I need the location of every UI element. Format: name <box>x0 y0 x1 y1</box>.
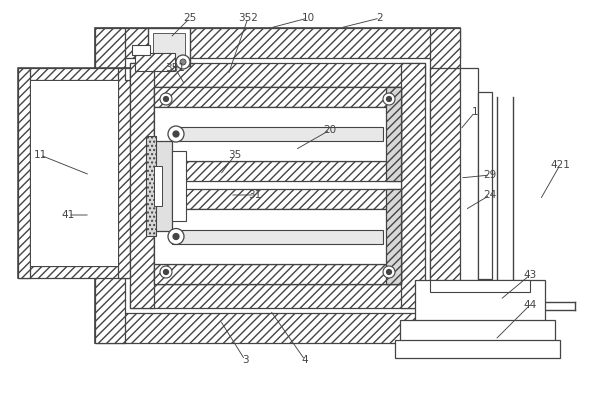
Polygon shape <box>154 161 401 181</box>
Text: 43: 43 <box>523 270 536 280</box>
Circle shape <box>386 269 391 275</box>
Circle shape <box>168 228 184 245</box>
Bar <box>148 28 190 66</box>
Polygon shape <box>18 68 130 80</box>
Polygon shape <box>401 63 425 308</box>
Polygon shape <box>18 266 130 278</box>
Polygon shape <box>154 87 401 107</box>
Bar <box>478 92 492 279</box>
Polygon shape <box>95 28 125 343</box>
Text: 44: 44 <box>523 300 536 310</box>
Circle shape <box>383 266 395 278</box>
Circle shape <box>173 234 179 239</box>
Circle shape <box>386 96 391 102</box>
Text: 1: 1 <box>472 107 479 117</box>
Bar <box>172 230 383 243</box>
Circle shape <box>168 126 184 142</box>
Bar <box>146 136 156 235</box>
Circle shape <box>164 269 169 275</box>
Bar <box>30 80 118 266</box>
Text: 4: 4 <box>302 355 308 365</box>
Polygon shape <box>118 68 130 278</box>
Text: 421: 421 <box>550 160 570 170</box>
Text: 3: 3 <box>241 355 248 365</box>
Bar <box>172 151 186 220</box>
Bar <box>386 87 401 181</box>
Circle shape <box>383 93 395 105</box>
Circle shape <box>180 59 186 65</box>
Text: 352: 352 <box>238 13 258 23</box>
Polygon shape <box>95 313 460 343</box>
Circle shape <box>160 266 172 278</box>
Text: 29: 29 <box>483 170 497 180</box>
Bar <box>400 320 555 342</box>
Bar <box>153 33 185 61</box>
Bar <box>386 189 401 284</box>
Bar <box>395 340 560 358</box>
Bar <box>430 280 530 292</box>
Bar <box>154 166 162 205</box>
Polygon shape <box>130 63 425 87</box>
Bar <box>172 127 383 141</box>
Text: 11: 11 <box>33 150 46 160</box>
Polygon shape <box>95 28 460 58</box>
Text: 25: 25 <box>184 13 197 23</box>
Bar <box>415 280 545 325</box>
Polygon shape <box>18 68 30 278</box>
Bar <box>154 209 401 264</box>
Circle shape <box>176 55 190 69</box>
Bar <box>18 68 130 278</box>
Text: 351: 351 <box>165 63 185 73</box>
Polygon shape <box>130 284 425 308</box>
Text: 10: 10 <box>302 13 315 23</box>
Circle shape <box>164 96 169 102</box>
Polygon shape <box>130 63 154 308</box>
Text: 2: 2 <box>377 13 383 23</box>
Bar <box>135 53 175 71</box>
Text: 41: 41 <box>61 210 75 220</box>
Text: 24: 24 <box>483 190 497 200</box>
Polygon shape <box>154 264 401 284</box>
Circle shape <box>173 131 179 137</box>
Bar <box>154 107 401 161</box>
Bar <box>95 28 460 343</box>
Circle shape <box>160 93 172 105</box>
Text: 20: 20 <box>323 125 337 135</box>
Polygon shape <box>430 68 478 303</box>
Polygon shape <box>154 189 401 209</box>
Bar <box>154 87 401 284</box>
Text: 35: 35 <box>228 150 241 160</box>
Bar <box>154 141 172 230</box>
Bar <box>460 68 478 303</box>
Text: 31: 31 <box>249 190 262 200</box>
Bar <box>125 68 130 80</box>
Bar <box>132 45 150 55</box>
Polygon shape <box>430 28 460 343</box>
